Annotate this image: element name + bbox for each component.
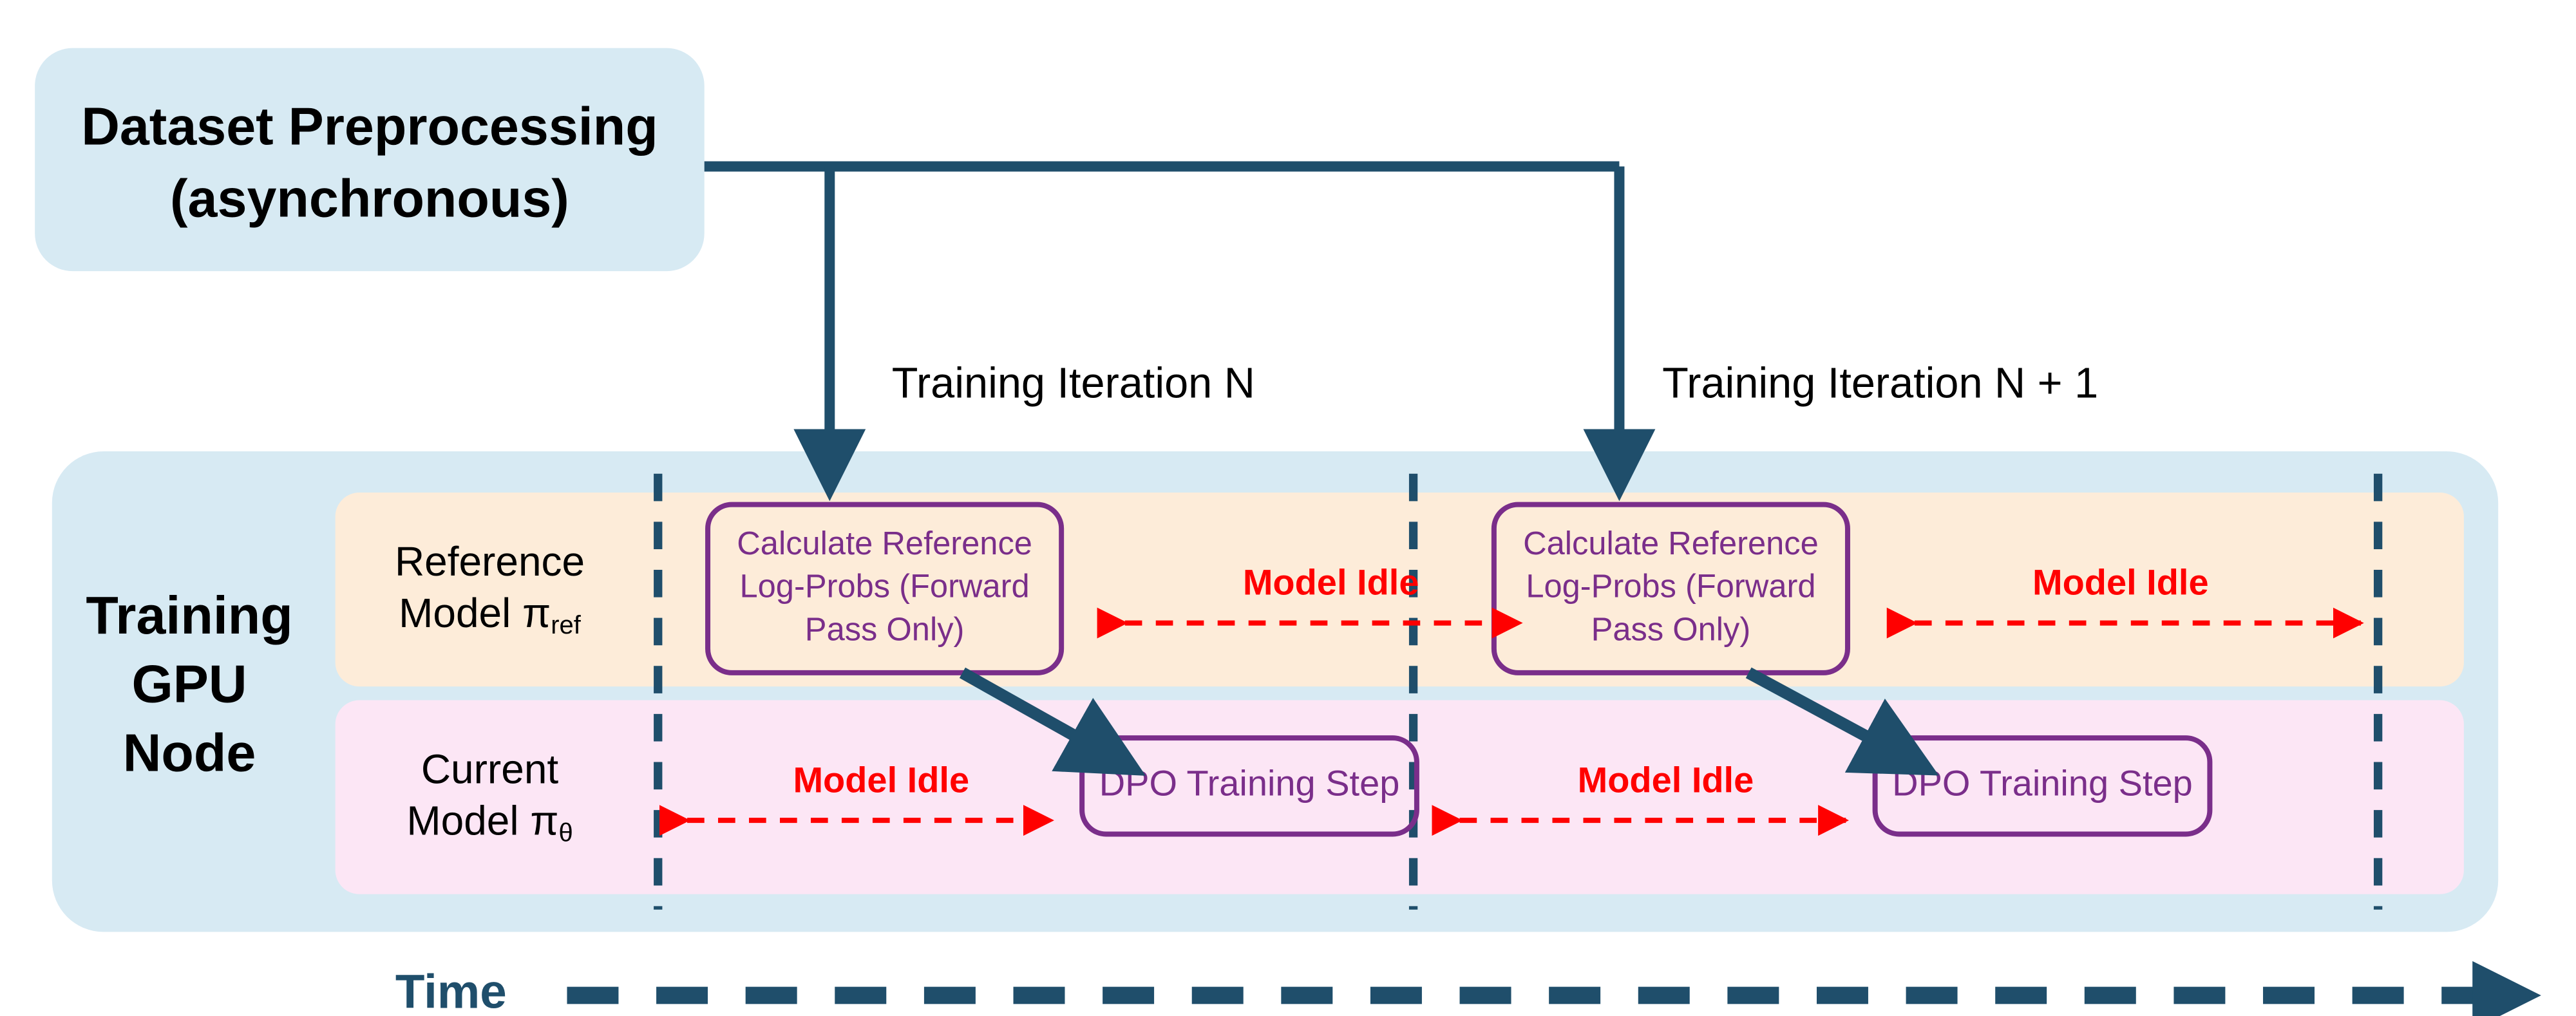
cur-label-2: Model πθ — [406, 797, 573, 847]
idle-ref-1-label: Model Idle — [1243, 562, 1419, 603]
dpo-box-1-label: DPO Training Step — [1099, 763, 1400, 804]
preprocess-line1: Dataset Preprocessing — [81, 96, 658, 156]
calc-ref-box-2-l3: Pass Only) — [1591, 610, 1751, 647]
iteration-n1-label: Training Iteration N + 1 — [1662, 359, 2098, 407]
calc-ref-box-2-l1: Calculate Reference — [1523, 525, 1819, 561]
idle-cur-2-label: Model Idle — [1578, 759, 1754, 800]
gpu-label-3: Node — [123, 722, 256, 782]
cur-label-1: Current — [421, 746, 559, 792]
ref-label-1: Reference — [395, 538, 585, 585]
dpo-box-2-label: DPO Training Step — [1892, 763, 2193, 804]
calc-ref-box-1-l3: Pass Only) — [805, 610, 965, 647]
idle-cur-1-label: Model Idle — [793, 759, 969, 800]
calc-ref-box-1-l2: Log-Probs (Forward — [740, 568, 1030, 605]
idle-ref-2-label: Model Idle — [2032, 562, 2209, 603]
preprocess-line2: (asynchronous) — [170, 168, 569, 228]
preprocess-box — [35, 48, 705, 272]
time-label: Time — [395, 964, 507, 1016]
gpu-label-2: GPU — [132, 654, 247, 714]
iteration-n-label: Training Iteration N — [892, 359, 1255, 407]
calc-ref-box-1-l1: Calculate Reference — [737, 525, 1032, 561]
gpu-label-1: Training — [86, 585, 292, 645]
calc-ref-box-2-l2: Log-Probs (Forward — [1526, 568, 1815, 605]
